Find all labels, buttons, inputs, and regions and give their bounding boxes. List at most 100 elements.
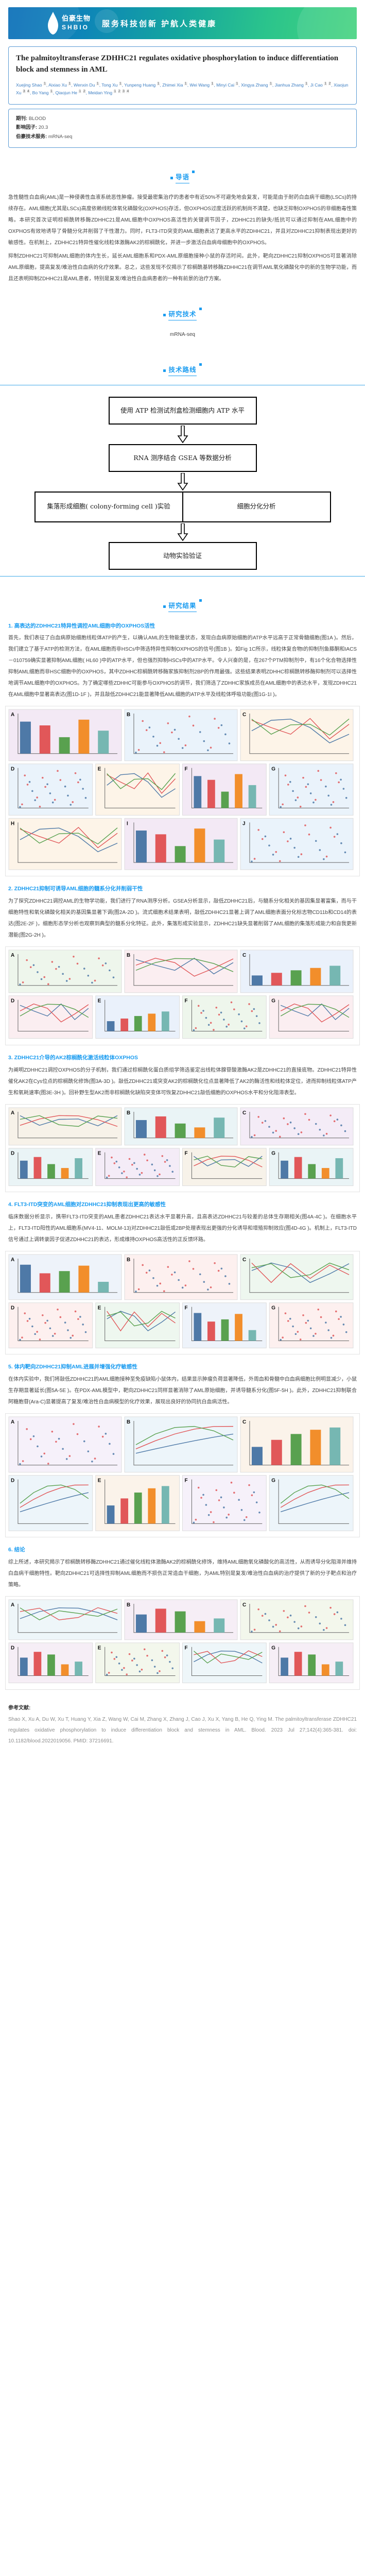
section-heading-route: 技术路线	[0, 363, 365, 378]
result-paragraph: 首先，我们表征了白血病原始细胞线粒体ATP的产生，以确认AML的生物能量状态，发…	[8, 635, 357, 698]
figure-panel: A	[8, 1107, 122, 1145]
svg-text:A: A	[11, 1110, 14, 1116]
svg-text:D: D	[11, 1478, 14, 1484]
svg-text:E: E	[98, 1478, 101, 1484]
figure-panel: F	[182, 1475, 267, 1532]
figure-panel: G	[269, 1147, 354, 1186]
svg-text:E: E	[98, 1306, 101, 1311]
figure-panel: B	[124, 950, 238, 993]
meta-if-value: 20.3	[38, 125, 48, 131]
result-heading-1: 1. 高表达的ZDHHC21特异性调控AML细胞中的OXPHOS活性	[8, 622, 155, 629]
svg-text:F: F	[184, 1646, 187, 1651]
brand-logo: 伯豪生物 SHBIO	[47, 12, 91, 35]
svg-text:D: D	[11, 767, 14, 772]
svg-text:C: C	[242, 1419, 246, 1425]
figure-panel: B	[124, 709, 238, 761]
brand-name-cn: 伯豪生物	[62, 14, 91, 23]
figure-panel: B	[124, 1254, 238, 1300]
result-paragraph: 为阐明ZDHHC21调控OXPHOS的分子机制，我们通过棕榈酰化蛋白质组学筛选鉴…	[8, 1067, 357, 1096]
svg-text:D: D	[11, 1150, 14, 1156]
figure-panel: A	[8, 1416, 122, 1473]
svg-text:C: C	[242, 1110, 246, 1116]
square-decor-icon	[199, 363, 202, 366]
flow-box-colony: 集落形成细胞( colony-forming cell )实验	[36, 492, 183, 521]
figure-image: A B C D E F G	[5, 1596, 360, 1690]
figure-panel: C	[240, 709, 354, 761]
svg-text:D: D	[11, 998, 14, 1004]
meta-service: 伯豪技术服务: mRNA-seq	[16, 132, 349, 142]
figure-panel: B	[124, 1599, 238, 1640]
svg-text:C: C	[242, 1257, 246, 1263]
svg-text:B: B	[127, 1602, 130, 1608]
section-heading-route-label: 技术路线	[168, 364, 197, 376]
section-heading-tech-label: 研究技术	[168, 309, 197, 320]
svg-text:A: A	[11, 1419, 14, 1425]
svg-text:B: B	[127, 1419, 130, 1425]
square-decor-icon	[199, 307, 202, 310]
svg-text:E: E	[98, 1150, 101, 1156]
section-heading-results-label: 研究结果	[168, 600, 197, 612]
figure-panel: G	[269, 1302, 354, 1348]
figure-5: A B C D E F G	[5, 1413, 360, 1538]
svg-text:B: B	[127, 1110, 130, 1116]
figure-panel: D	[8, 1475, 93, 1532]
figure-2: A B C D E F G	[5, 946, 360, 1045]
banner-slogan: 服务科技创新 护航人类健康	[102, 19, 217, 28]
svg-text:C: C	[242, 1602, 246, 1608]
flow-box-split: 集落形成细胞( colony-forming cell )实验 细胞分化分析	[34, 491, 331, 522]
figure-panel: F	[182, 764, 267, 816]
result-heading-3: 3. ZDHHC21介导的AK2棕榈酰化激活线粒体OXPHOS	[8, 1054, 138, 1061]
figure-panel: G	[269, 764, 354, 816]
flow-box-atp: 使用 ATP 检测试剂盒检测细胞内 ATP 水平	[108, 396, 257, 425]
figure-panel: A	[8, 1254, 122, 1300]
figure-panel: D	[8, 1642, 93, 1684]
arrow-down-icon	[177, 472, 188, 490]
figure-panel: E	[95, 1642, 180, 1684]
figure-panel: D	[8, 995, 93, 1039]
figure-3: A B C D E F G	[5, 1104, 360, 1193]
svg-text:E: E	[98, 1646, 101, 1651]
tech-value: mRNA-seq	[170, 331, 195, 337]
svg-text:I: I	[127, 821, 128, 827]
figure-panel: J	[240, 818, 354, 871]
meta-service-label: 伯豪技术服务:	[16, 134, 47, 140]
banner-bubble-mid	[95, 9, 118, 33]
square-decor-icon	[199, 599, 202, 602]
figure-panel: E	[95, 995, 180, 1039]
figure-panel: C	[240, 1416, 354, 1473]
svg-text:F: F	[184, 1150, 187, 1156]
svg-text:G: G	[271, 1150, 275, 1156]
svg-text:C: C	[242, 953, 246, 958]
figure-panel: A	[8, 1599, 122, 1640]
figure-panel: D	[8, 764, 93, 816]
figure-panel: F	[182, 1302, 267, 1348]
banner-bubble-left	[8, 7, 80, 39]
svg-text:F: F	[184, 998, 187, 1004]
result-heading-4: 4. FLT3-ITD突变的AML细胞对ZDHHC21抑制表现出更高的敏感性	[8, 1201, 166, 1208]
result-paragraph: 临床数据分析显示，携带FLT3-ITD突变的AML患者ZDHHC21表达水平显著…	[8, 1214, 357, 1243]
svg-text:G: G	[271, 767, 275, 772]
section-heading-intro: 导语	[0, 170, 365, 185]
svg-text:F: F	[184, 767, 187, 772]
paper-title: The palmitoyltransferase ZDHHC21 regulat…	[16, 54, 339, 74]
svg-text:F: F	[184, 1306, 187, 1311]
leaf-icon	[47, 12, 59, 35]
svg-text:D: D	[11, 1646, 14, 1651]
svg-text:E: E	[98, 998, 101, 1004]
figure-panel: D	[8, 1302, 93, 1348]
svg-text:A: A	[11, 712, 14, 718]
svg-text:F: F	[184, 1478, 187, 1484]
reference-title: 参考文献:	[8, 1705, 31, 1711]
figure-image: A B C D E F G	[5, 1413, 360, 1538]
figure-panel: C	[240, 950, 354, 993]
technical-route-flowchart: 使用 ATP 检测试剂盒检测细胞内 ATP 水平 RNA 测序结合 GSEA 等…	[0, 396, 365, 570]
figure-panel: F	[182, 1147, 267, 1186]
figure-panel: C	[240, 1254, 354, 1300]
figure-1: A B C D E F G H I J	[5, 706, 360, 877]
svg-text:E: E	[98, 767, 101, 772]
figure-panel: A	[8, 709, 122, 761]
paper-title-card: The palmitoyltransferase ZDHHC21 regulat…	[8, 46, 357, 105]
divider	[0, 575, 365, 577]
square-decor-icon	[192, 170, 195, 173]
figure-panel: G	[269, 1475, 354, 1532]
